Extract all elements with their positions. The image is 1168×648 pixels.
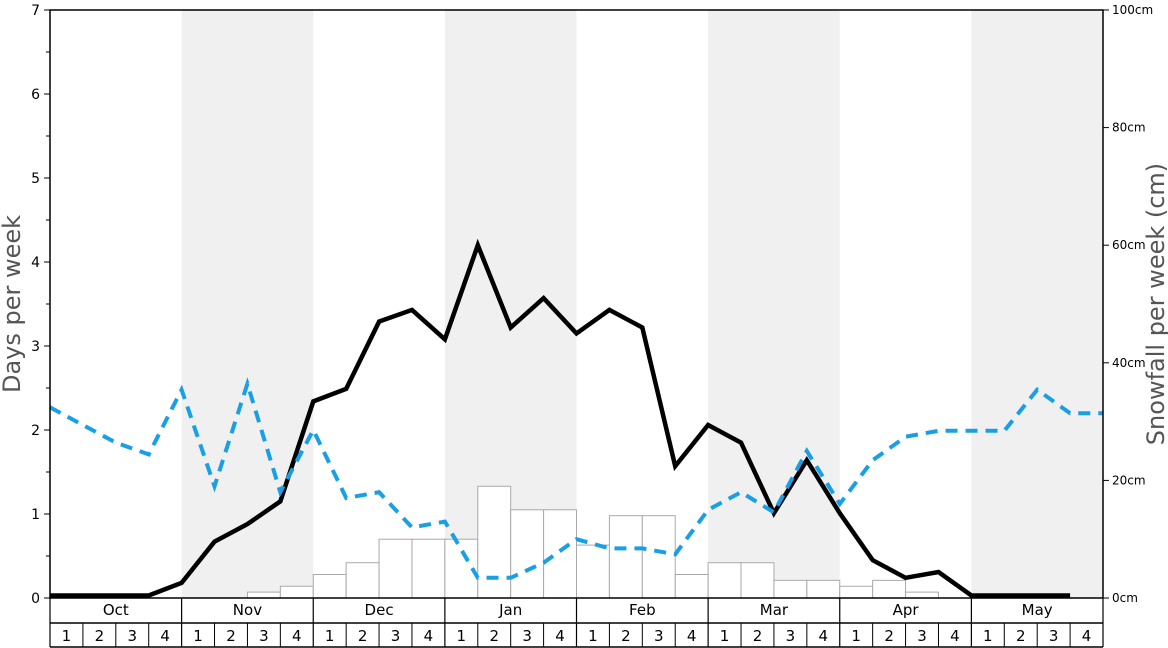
week-label: 3 <box>786 627 796 645</box>
snowfall-bar <box>345 562 380 599</box>
snowfall-bar <box>773 579 808 599</box>
snowfall-bar <box>839 585 874 599</box>
solid-series-line <box>50 238 1071 598</box>
week-label: 4 <box>292 627 302 645</box>
month-shade-may <box>971 10 1103 598</box>
month-label: Mar <box>760 601 789 619</box>
month-shading <box>181 10 1103 598</box>
month-label: Jan <box>498 601 522 619</box>
left-tick-label: 3 <box>31 339 40 355</box>
snowfall-bar <box>543 509 577 599</box>
snowfall-bar <box>707 562 742 599</box>
snowfall-bar <box>806 579 841 599</box>
snowfall-bar <box>312 573 347 599</box>
week-label: 3 <box>522 627 532 645</box>
left-axis: 0 1 2 3 4 5 6 7 <box>31 3 50 607</box>
left-tick-label: 4 <box>31 255 40 271</box>
right-tick-label: 40cm <box>1112 356 1146 370</box>
week-label: 1 <box>62 627 72 645</box>
snowfall-bar <box>279 585 314 599</box>
month-label: Nov <box>233 601 262 619</box>
left-tick-label: 1 <box>31 507 40 523</box>
month-label: Oct <box>103 601 129 619</box>
snowfall-bar <box>608 515 643 599</box>
week-label: 1 <box>325 627 335 645</box>
snowfall-bar <box>510 509 545 599</box>
series-lines <box>49 238 1103 598</box>
week-label: 4 <box>424 627 434 645</box>
month-label: Feb <box>629 601 656 619</box>
week-label: 4 <box>160 627 170 645</box>
week-label: 2 <box>489 627 499 645</box>
week-label: 1 <box>983 627 993 645</box>
snowfall-bars <box>246 485 939 599</box>
week-label: 1 <box>457 627 467 645</box>
month-label: Apr <box>893 601 920 619</box>
snowfall-bar <box>576 544 610 599</box>
week-label: 4 <box>819 627 829 645</box>
week-label: 1 <box>193 627 203 645</box>
left-tick-label: 7 <box>31 3 40 19</box>
month-shade-nov <box>181 10 314 598</box>
week-label: 2 <box>358 627 368 645</box>
left-tick-label: 6 <box>31 87 40 103</box>
week-label: 3 <box>654 627 664 645</box>
y-axis-title-right: Snowfall per week (cm) <box>1142 163 1168 445</box>
week-label: 2 <box>884 627 894 645</box>
left-tick-label: 0 <box>31 591 40 607</box>
week-label: 3 <box>917 627 927 645</box>
week-label: 3 <box>259 627 269 645</box>
snowfall-bar <box>905 591 939 599</box>
week-label: 4 <box>950 627 960 645</box>
dashed-series-line <box>49 377 1103 580</box>
right-axis: 0cm 20cm 40cm 60cm 80cm 100cm <box>1103 3 1153 605</box>
snowfall-bar <box>477 485 512 599</box>
left-tick-label: 2 <box>31 423 40 439</box>
right-tick-label: 60cm <box>1112 238 1146 252</box>
snowfall-bar <box>641 515 676 599</box>
right-tick-label: 100cm <box>1112 3 1153 17</box>
snowfall-bar <box>411 538 446 599</box>
month-label: Dec <box>365 601 394 619</box>
month-label: May <box>1022 601 1053 619</box>
week-label: 4 <box>555 627 565 645</box>
week-label: 3 <box>127 627 137 645</box>
week-label: 1 <box>720 627 730 645</box>
left-tick-label: 5 <box>31 171 40 187</box>
week-label: 4 <box>1082 627 1092 645</box>
snowfall-bar <box>246 591 281 599</box>
week-label: 2 <box>753 627 763 645</box>
week-label: 1 <box>851 627 861 645</box>
week-label: 3 <box>1049 627 1059 645</box>
week-label: 1 <box>588 627 598 645</box>
right-tick-label: 80cm <box>1112 121 1146 135</box>
snowfall-bar <box>740 562 775 599</box>
right-tick-label: 20cm <box>1112 473 1146 487</box>
week-label: 2 <box>95 627 105 645</box>
y-axis-title-left: Days per week <box>0 215 26 393</box>
month-axis: Oct 1 2 3 4 Nov 1 2 3 4 Dec 1 2 3 4 Jan 1 2 3 4 Feb 1 2 3 4 Mar 1 2… <box>49 598 1104 648</box>
snowfall-bar <box>872 579 907 599</box>
snowfall-bar <box>674 573 709 599</box>
right-tick-label: 0cm <box>1112 591 1138 605</box>
week-label: 3 <box>391 627 401 645</box>
week-label: 4 <box>687 627 697 645</box>
week-label: 2 <box>1016 627 1026 645</box>
snowfall-bar <box>378 538 413 599</box>
week-label: 2 <box>621 627 631 645</box>
week-label: 2 <box>226 627 236 645</box>
